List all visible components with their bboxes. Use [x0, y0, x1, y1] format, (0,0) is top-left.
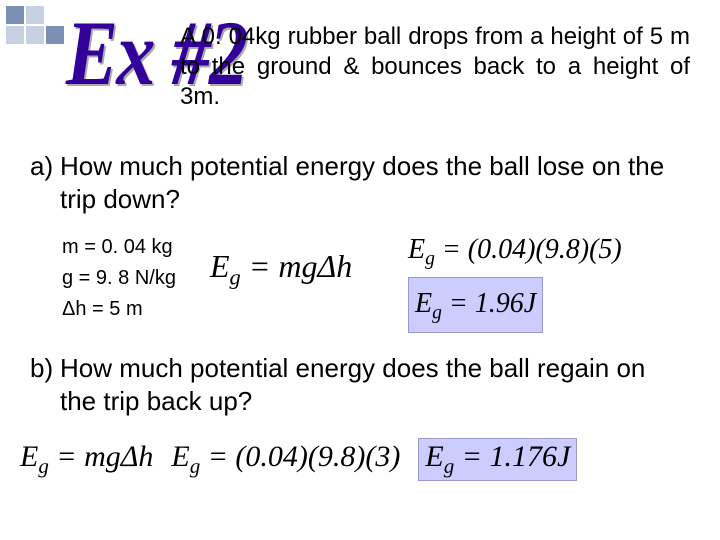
- problem-statement: A 0. 04kg rubber ball drops from a heigh…: [180, 22, 690, 112]
- deco-square: [26, 26, 44, 44]
- result-b-box: Eg = 1.176J: [418, 438, 577, 481]
- deco-square: [46, 6, 64, 24]
- formula-lhs: E: [210, 248, 230, 284]
- part-a-question: How much potential energy does the ball …: [60, 150, 670, 215]
- deco-square: [6, 6, 24, 24]
- calc-a-line2: Eg = 1.96J: [408, 277, 622, 333]
- part-b-work: Eg = mgΔh Eg = (0.04)(9.8)(3) Eg = 1.176…: [20, 438, 710, 481]
- formula-b: Eg = mgΔh: [20, 440, 153, 479]
- given-gravity: g = 9. 8 N/kg: [62, 263, 176, 294]
- formula-a: Eg = mgΔh: [210, 248, 352, 290]
- calc-a-line1: Eg = (0.04)(9.8)(5): [408, 225, 622, 277]
- result-a-box: Eg = 1.96J: [408, 277, 543, 333]
- calc-a: Eg = (0.04)(9.8)(5) Eg = 1.96J: [408, 225, 622, 333]
- calc-b: Eg = (0.04)(9.8)(3): [171, 440, 400, 479]
- deco-square: [46, 26, 64, 44]
- part-b-question: How much potential energy does the ball …: [60, 352, 670, 417]
- deco-square: [26, 6, 44, 24]
- formula-sub: g: [230, 264, 241, 289]
- part-a-marker: a): [30, 150, 60, 183]
- deco-square: [6, 26, 24, 44]
- given-height: Δh = 5 m: [62, 294, 176, 325]
- part-b: b)How much potential energy does the bal…: [30, 352, 690, 417]
- corner-squares: [6, 6, 64, 44]
- given-mass: m = 0. 04 kg: [62, 232, 176, 263]
- part-b-marker: b): [30, 352, 60, 385]
- formula-rhs: = mgΔh: [241, 248, 352, 284]
- part-a: a)How much potential energy does the bal…: [30, 150, 690, 215]
- givens-list: m = 0. 04 kg g = 9. 8 N/kg Δh = 5 m: [62, 232, 176, 325]
